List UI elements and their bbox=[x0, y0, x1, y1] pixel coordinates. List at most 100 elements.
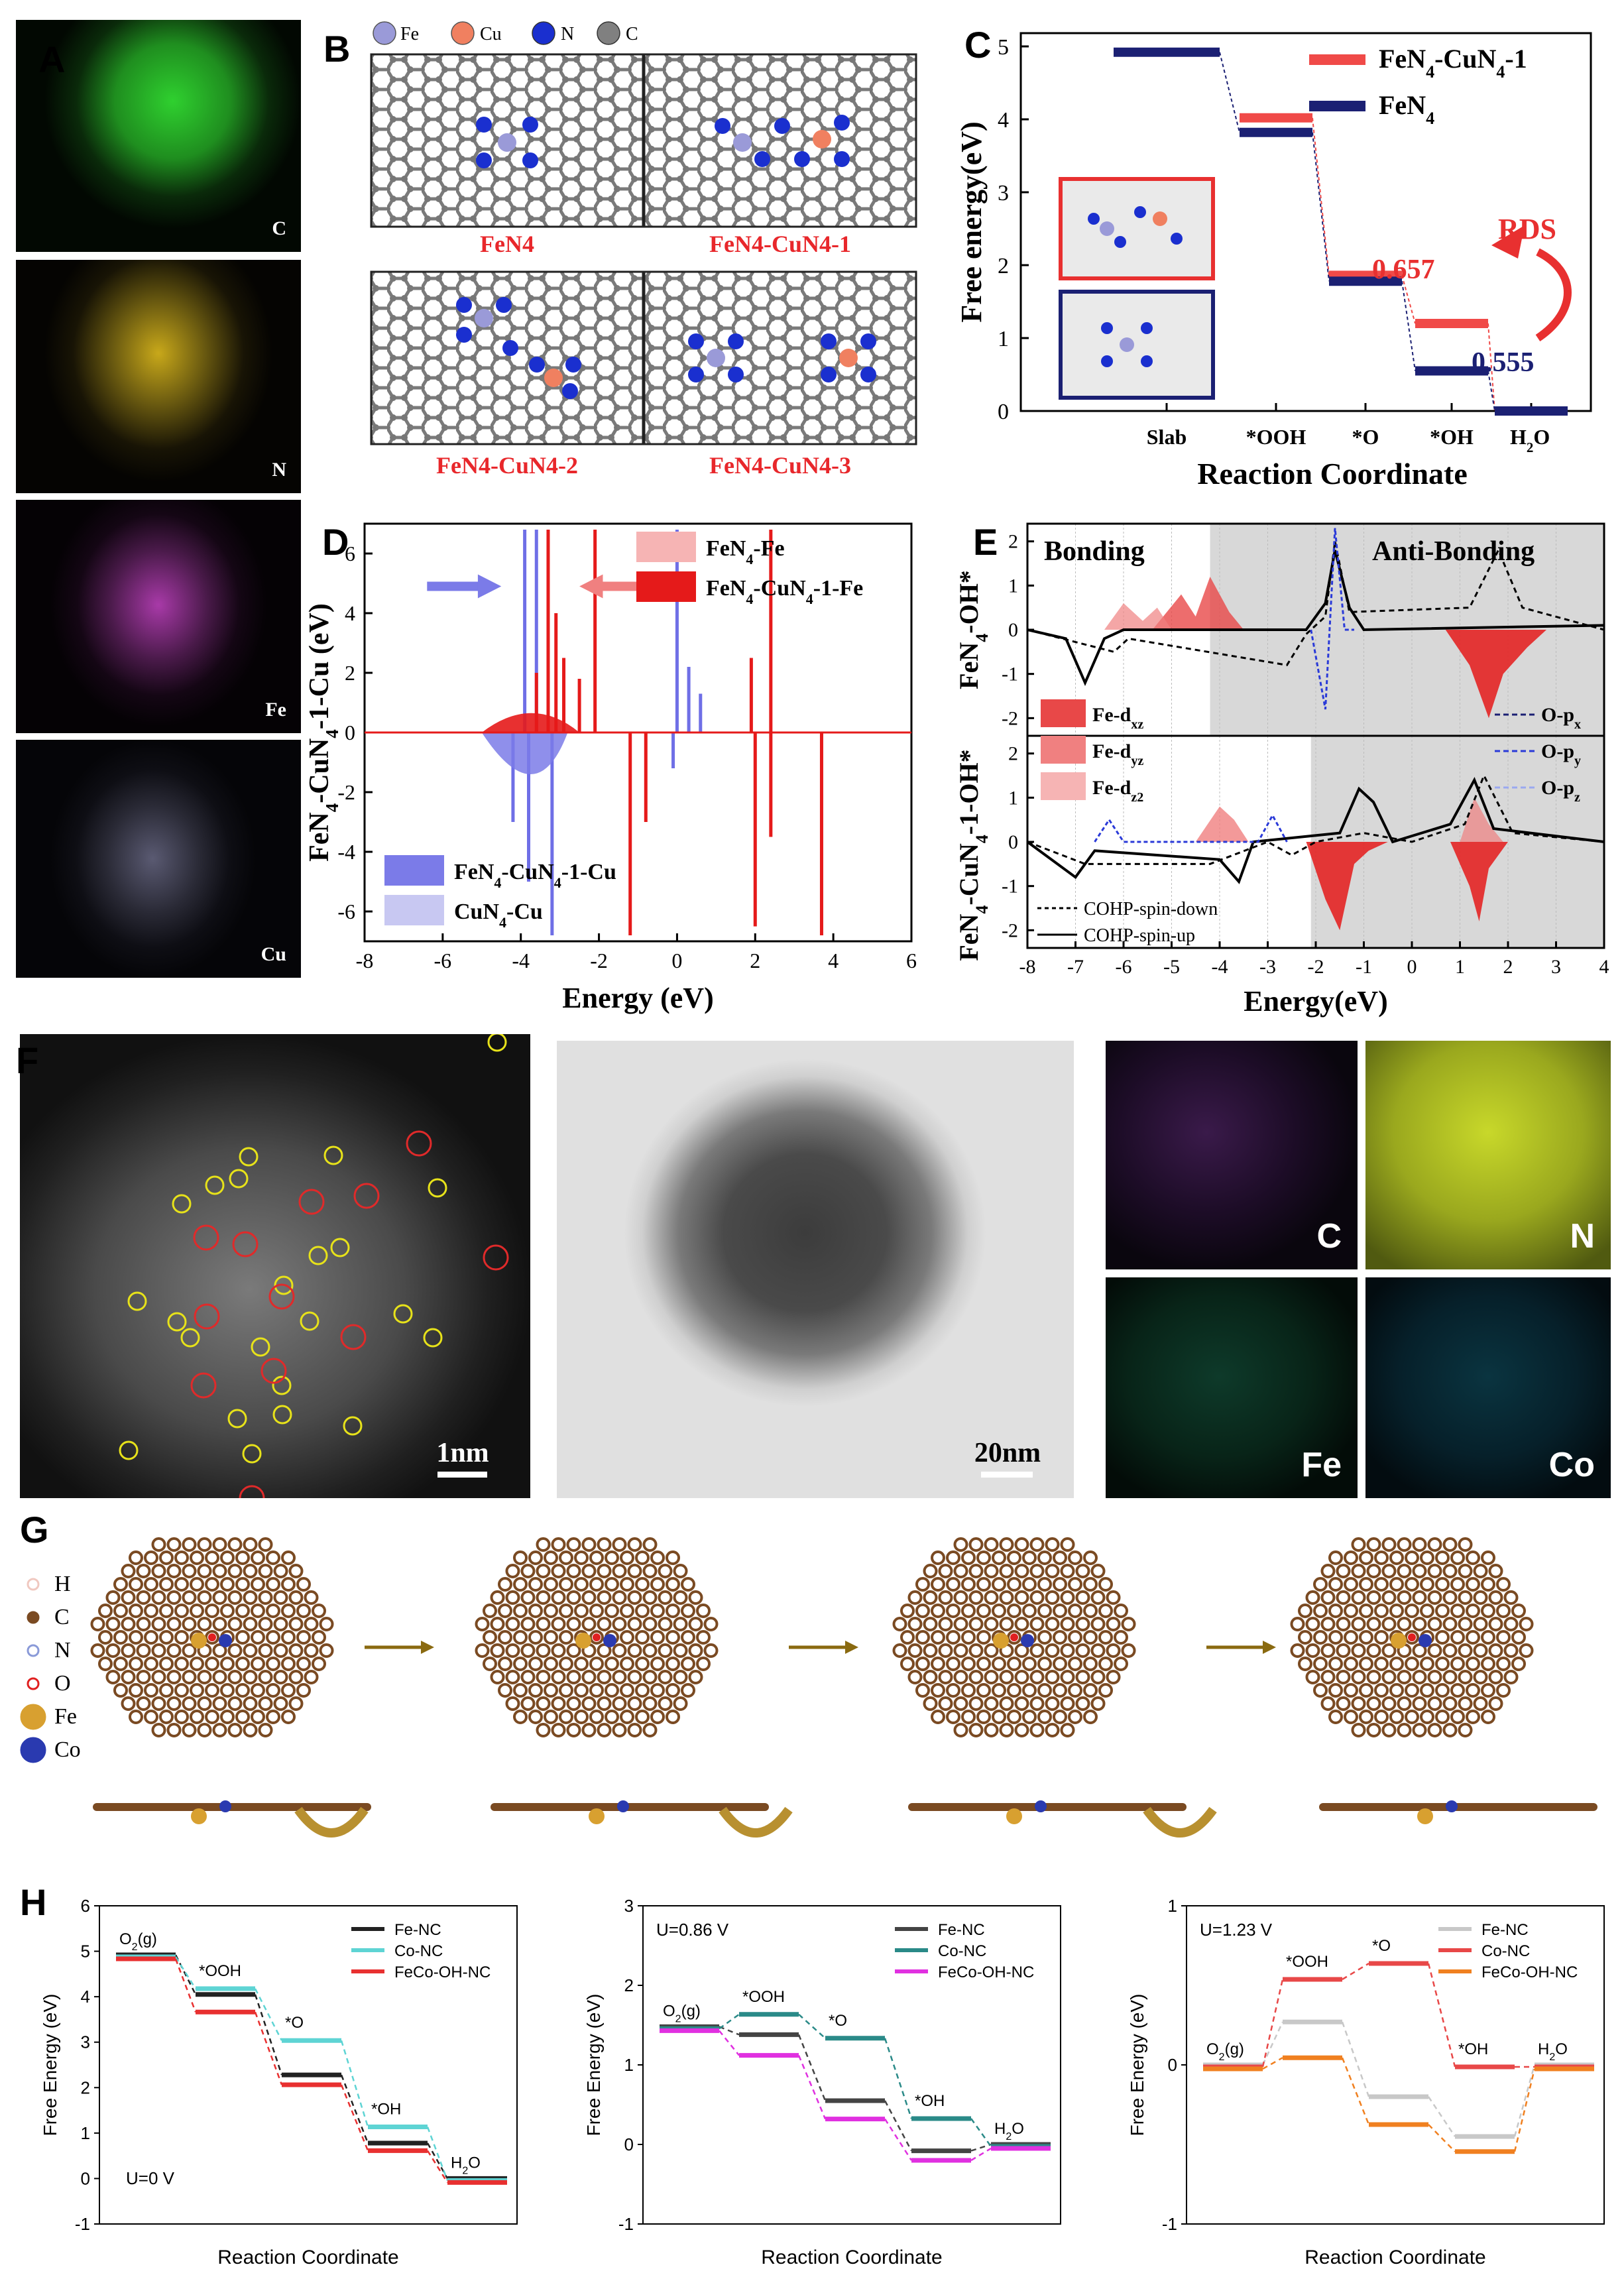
carbon-ring bbox=[931, 1604, 945, 1618]
carbon-ring bbox=[1344, 1630, 1358, 1645]
carbon-ring bbox=[121, 1564, 136, 1578]
carbon-ring bbox=[151, 1590, 166, 1605]
pdos-area bbox=[1195, 806, 1249, 842]
carbon-ring bbox=[1374, 1657, 1389, 1671]
y-tick-label: -1 bbox=[618, 2214, 634, 2234]
carbon-ring bbox=[498, 1657, 512, 1671]
carbon-ring bbox=[513, 1550, 528, 1565]
legend-swatch bbox=[384, 855, 444, 886]
carbon-ring bbox=[1053, 1577, 1067, 1592]
connector-Fe-NC bbox=[1261, 2021, 1284, 2066]
rds-arrowhead bbox=[1491, 225, 1525, 259]
carbon-ring bbox=[166, 1617, 182, 1631]
carbon-ring bbox=[1397, 1723, 1412, 1737]
carbon-ring bbox=[597, 1670, 612, 1684]
structure-label: FeN4-CuN4-1 bbox=[709, 231, 851, 257]
side-view-sheet-4 bbox=[1319, 1803, 1597, 1811]
carbon-ring bbox=[1503, 1670, 1519, 1684]
carbon-ring bbox=[1098, 1630, 1113, 1645]
legend-label: O bbox=[54, 1671, 71, 1696]
connector-Co-NC bbox=[719, 2013, 740, 2030]
carbon-ring bbox=[612, 1696, 627, 1711]
carbon-ring bbox=[296, 1630, 311, 1645]
carbon-ring bbox=[166, 1643, 182, 1658]
carbon-ring bbox=[559, 1604, 573, 1618]
carbon-ring bbox=[1022, 1683, 1037, 1698]
carbon-ring bbox=[520, 1590, 536, 1605]
carbon-ring bbox=[105, 1590, 121, 1605]
carbon-ring bbox=[620, 1683, 634, 1698]
step-arrowhead bbox=[845, 1641, 858, 1654]
legend-label: Fe-dxz bbox=[1092, 704, 1143, 732]
legend-c: C bbox=[626, 24, 638, 44]
x-tick-label: -4 bbox=[512, 949, 530, 972]
carbon-ring bbox=[574, 1550, 589, 1565]
x-tick-label: 0 bbox=[1407, 956, 1417, 978]
carbon-ring bbox=[1060, 1643, 1075, 1658]
carbon-ring bbox=[658, 1564, 673, 1578]
y-tick-label: 1 bbox=[998, 327, 1009, 351]
carbon-ring bbox=[984, 1537, 999, 1552]
eds-map-fe: Fe bbox=[16, 500, 301, 733]
carbon-ring bbox=[212, 1723, 227, 1737]
step-arrowhead bbox=[421, 1641, 434, 1654]
carbon-ring bbox=[681, 1683, 695, 1698]
carbon-ring bbox=[1090, 1617, 1106, 1631]
carbon-ring bbox=[1053, 1550, 1067, 1565]
y-tick-label: 3 bbox=[998, 181, 1009, 205]
carbon-ring bbox=[900, 1630, 915, 1645]
carbon-ring bbox=[566, 1617, 581, 1631]
carbon-ring bbox=[551, 1696, 566, 1711]
carbon-ring bbox=[984, 1670, 999, 1684]
carbon-ring bbox=[528, 1657, 543, 1671]
panel-label-a: A bbox=[38, 38, 66, 80]
carbon-ring bbox=[312, 1657, 326, 1671]
y-tick-label: 4 bbox=[998, 108, 1009, 133]
carbon-ring bbox=[190, 1710, 204, 1724]
carbon-ring bbox=[961, 1710, 976, 1724]
carbon-ring bbox=[1320, 1643, 1336, 1658]
carbon-ring bbox=[129, 1604, 143, 1618]
x-tick-label: -8 bbox=[1019, 956, 1036, 978]
carbon-ring bbox=[968, 1564, 984, 1578]
carbon-ring bbox=[1029, 1643, 1045, 1658]
carbon-ring bbox=[243, 1723, 258, 1737]
carbon-ring bbox=[1412, 1696, 1427, 1711]
carbon-ring bbox=[1344, 1657, 1358, 1671]
carbon-ring bbox=[1374, 1550, 1389, 1565]
carbon-ring bbox=[1075, 1590, 1090, 1605]
carbon-ring bbox=[620, 1550, 634, 1565]
legend-atom-o bbox=[27, 1677, 40, 1690]
carbon-ring bbox=[1359, 1630, 1373, 1645]
carbon-ring bbox=[589, 1657, 604, 1671]
y-tick-label: 0 bbox=[624, 2134, 634, 2154]
carbon-ring bbox=[961, 1550, 976, 1565]
carbon-ring bbox=[968, 1670, 984, 1684]
eds-map-cu: Cu bbox=[16, 740, 301, 978]
carbon-ring bbox=[946, 1577, 960, 1592]
carbon-ring bbox=[1298, 1604, 1312, 1618]
carbon-ring bbox=[559, 1577, 573, 1592]
carbon-ring bbox=[197, 1617, 212, 1631]
y-tick-label: 2 bbox=[1008, 743, 1018, 765]
carbon-ring bbox=[1473, 1670, 1488, 1684]
carbon-ring bbox=[946, 1657, 960, 1671]
fe-atom bbox=[191, 1633, 207, 1649]
carbon-ring bbox=[98, 1604, 113, 1618]
carbon-ring bbox=[1435, 1630, 1450, 1645]
carbon-ring bbox=[304, 1670, 319, 1684]
carbon-ring bbox=[136, 1590, 151, 1605]
carbon-ring bbox=[528, 1577, 543, 1592]
carbon-ring bbox=[251, 1683, 265, 1698]
carbon-ring bbox=[1060, 1723, 1075, 1737]
carbon-ring bbox=[605, 1577, 619, 1592]
carbon-ring bbox=[1007, 1604, 1021, 1618]
eds-map-fe: Fe bbox=[1106, 1277, 1358, 1498]
carbon-ring bbox=[673, 1590, 688, 1605]
carbon-ring bbox=[1450, 1604, 1465, 1618]
carbon-ring bbox=[968, 1537, 984, 1552]
carbon-ring bbox=[220, 1710, 235, 1724]
connector-Fe-NC bbox=[884, 2100, 913, 2152]
inset-n-atom bbox=[1088, 213, 1100, 225]
carbon-ring bbox=[182, 1564, 197, 1578]
